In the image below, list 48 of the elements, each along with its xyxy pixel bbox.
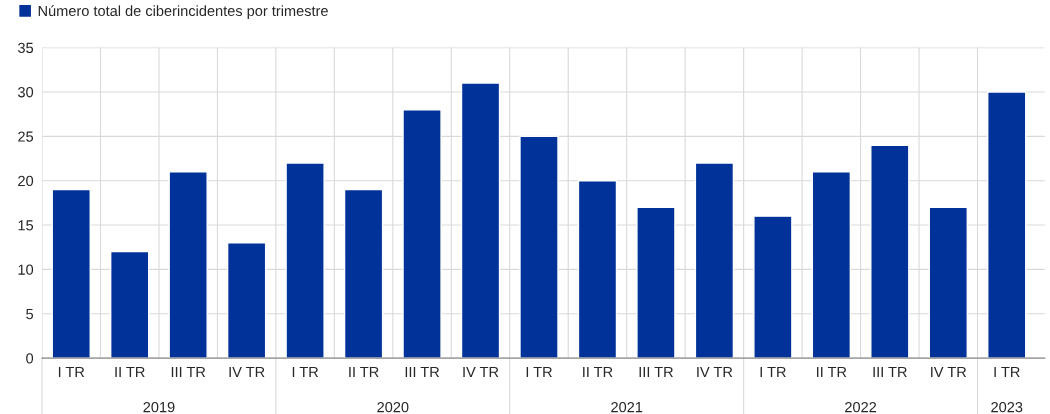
text: 2022 (845, 401, 877, 413)
x-tick-label: IV TR (697, 366, 733, 378)
x-tick-label: II TR (817, 366, 847, 378)
x-tick-label: IV TR (463, 366, 499, 378)
text: 2020 (377, 401, 409, 413)
x-tick-label: III TR (171, 366, 206, 378)
bar (987, 91, 1027, 359)
bar (402, 109, 442, 359)
x-tick-label: III TR (639, 366, 673, 378)
bar (636, 206, 676, 359)
x-tick-label: III TR (873, 366, 907, 378)
bar (460, 82, 501, 359)
bar (168, 171, 208, 359)
x-tick-label: II TR (115, 366, 145, 378)
bar (753, 215, 793, 359)
x-tick-label: I TR (292, 366, 319, 378)
text: 2023 (991, 401, 1023, 413)
legend-label: Número total de ciberincidentes por trimestre (38, 5, 328, 19)
y-tick-label: 15 (18, 220, 34, 231)
x-tick-label: IV TR (931, 366, 967, 378)
x-tick-label: IV TR (229, 366, 265, 378)
y-tick-label: 25 (18, 131, 34, 142)
x-tick-label: I TR (994, 366, 1020, 378)
y-tick-label: 20 (18, 175, 34, 187)
bar (928, 206, 968, 359)
bar (343, 188, 384, 359)
x-tick-label: I TR (526, 366, 552, 378)
text: 2021 (611, 401, 643, 413)
y-tick-label: 30 (18, 87, 34, 98)
bar (226, 242, 267, 359)
bar (285, 162, 325, 359)
text: 2019 (143, 401, 175, 413)
bar (870, 144, 910, 359)
y-tick-label: 35 (18, 42, 34, 54)
bar (811, 171, 852, 359)
bar (110, 250, 150, 359)
y-tick-label: 10 (18, 264, 34, 275)
x-tick-label: III TR (405, 366, 440, 378)
y-tick-label: 5 (26, 309, 34, 320)
x-tick-label: I TR (58, 366, 85, 378)
x-tick-label: II TR (349, 366, 379, 378)
bar (577, 179, 618, 359)
bar (519, 135, 559, 359)
x-tick-label: I TR (760, 366, 786, 378)
bar (694, 162, 735, 359)
x-tick-label: II TR (583, 366, 613, 378)
bar (51, 188, 91, 359)
y-tick-label: 0 (26, 353, 34, 364)
